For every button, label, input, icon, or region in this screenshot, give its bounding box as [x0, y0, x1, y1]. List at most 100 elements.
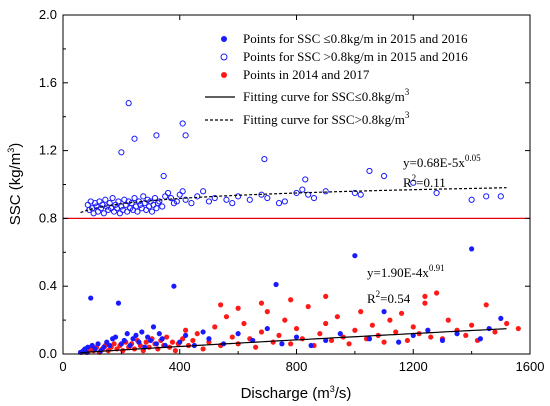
- filled-point: [288, 341, 294, 347]
- filled-point: [130, 336, 136, 342]
- open-point: [102, 196, 109, 203]
- filled-point: [445, 317, 451, 323]
- filled-point: [182, 327, 189, 333]
- filled-point: [273, 281, 279, 288]
- open-point: [410, 179, 417, 186]
- filled-point: [235, 341, 241, 347]
- filled-point: [127, 342, 133, 349]
- open-point: [261, 155, 268, 163]
- filled-point: [504, 320, 510, 327]
- filled-point: [454, 331, 460, 337]
- open-point: [182, 196, 189, 203]
- filled-point: [235, 305, 241, 311]
- x-tick-label: 0: [59, 359, 66, 374]
- filled-point: [200, 329, 206, 335]
- open-point: [128, 200, 135, 207]
- filled-point: [143, 339, 149, 345]
- legend-label: Fitting curve for SSC>0.8kg/m3: [243, 110, 410, 127]
- filled-point: [434, 290, 440, 296]
- open-point: [468, 196, 475, 203]
- open-point: [246, 196, 253, 203]
- filled-point: [89, 342, 95, 349]
- filled-point: [112, 334, 119, 340]
- open-point: [160, 172, 167, 180]
- fit-curve-solid: [80, 328, 507, 354]
- filled-point: [323, 293, 329, 299]
- filled-point: [369, 322, 375, 328]
- filled-point: [194, 331, 200, 337]
- filled-point: [358, 309, 364, 315]
- filled-point: [337, 331, 343, 337]
- equation-base: R: [367, 291, 376, 306]
- open-point: [118, 149, 125, 156]
- filled-point: [169, 339, 176, 345]
- open-point: [109, 194, 116, 202]
- open-point: [281, 198, 288, 205]
- filled-point: [115, 300, 122, 306]
- open-point: [200, 188, 207, 195]
- filled-point: [422, 300, 428, 306]
- filled-point: [180, 336, 186, 342]
- filled-point: [95, 341, 101, 347]
- filled-point: [299, 336, 305, 342]
- equation-tail: =0.11: [416, 175, 446, 190]
- filled-point: [323, 337, 329, 344]
- filled-point: [288, 297, 294, 303]
- equation-label: y=1.90E-4x0.91: [367, 263, 445, 280]
- filled-point: [515, 325, 521, 332]
- filled-point: [139, 329, 145, 335]
- filled-point: [279, 341, 285, 347]
- filled-point: [258, 329, 265, 335]
- filled-point: [352, 327, 358, 333]
- open-point: [159, 203, 166, 210]
- filled-point: [190, 337, 196, 344]
- open-point: [229, 200, 236, 207]
- open-point: [205, 198, 213, 205]
- x-tick-label: 1600: [516, 359, 545, 374]
- legend-label-sup: 3: [405, 87, 410, 97]
- filled-point: [422, 293, 428, 299]
- x-tick-label: 800: [286, 359, 308, 374]
- filled-point: [164, 334, 170, 340]
- filled-point: [111, 341, 117, 347]
- filled-point: [323, 320, 329, 327]
- filled-point: [258, 300, 265, 306]
- legend-label: Points in 2014 and 2017: [243, 67, 370, 82]
- equation-sup: 0.05: [465, 153, 481, 163]
- filled-point: [171, 283, 177, 289]
- equation-sup: 0.91: [429, 263, 445, 273]
- filled-point: [308, 342, 314, 349]
- equation-annotations: y=0.68E-5x0.05R2=0.11y=1.90E-4x0.91R2=0.…: [367, 153, 481, 306]
- filled-point: [469, 322, 475, 328]
- filled-point: [264, 309, 270, 315]
- filled-point: [410, 324, 416, 330]
- equation-sup: 2: [376, 289, 381, 299]
- filled-point: [404, 337, 411, 344]
- filled-point: [396, 339, 402, 345]
- open-point: [182, 132, 189, 139]
- filled-point: [428, 334, 434, 340]
- filled-point: [264, 325, 270, 332]
- open-point: [153, 132, 160, 139]
- filled-point: [387, 317, 393, 323]
- filled-point: [486, 325, 492, 332]
- open-point: [433, 189, 440, 197]
- filled-point: [381, 339, 387, 345]
- filled-point: [346, 341, 352, 347]
- x-axis-title: Discharge (m3/s): [241, 384, 352, 402]
- filled-point: [212, 324, 218, 330]
- filled-point: [136, 339, 142, 345]
- open-point: [380, 172, 388, 180]
- legend-label: Fitting curve for SSC≤0.8kg/m3: [243, 87, 410, 104]
- filled-point: [305, 303, 311, 310]
- filled-point: [393, 329, 399, 335]
- y-axis-title: SSC (kg/m3): [6, 143, 24, 226]
- filled-point: [235, 331, 241, 337]
- equation-label: y=0.68E-5x0.05: [403, 153, 481, 170]
- equation-base: R: [403, 175, 412, 190]
- filled-point: [469, 246, 475, 252]
- filled-point: [293, 334, 300, 340]
- filled-point: [172, 348, 178, 354]
- filled-point: [439, 337, 446, 344]
- open-point: [211, 194, 218, 202]
